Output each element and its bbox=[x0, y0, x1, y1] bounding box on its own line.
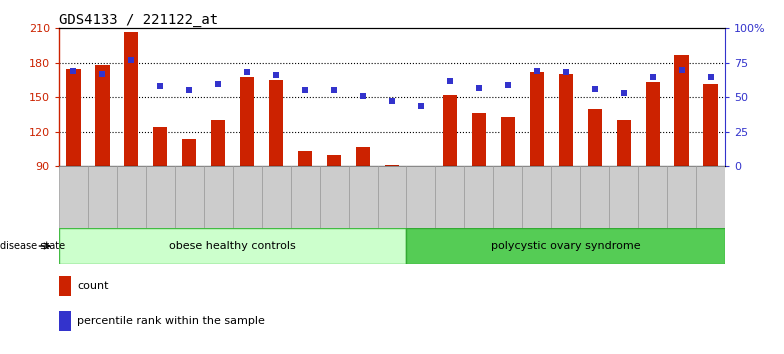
Bar bbox=[406, 228, 725, 264]
Bar bbox=[269, 80, 283, 166]
Point bbox=[299, 88, 311, 93]
Point bbox=[212, 81, 224, 86]
Text: count: count bbox=[78, 281, 109, 291]
Point bbox=[676, 67, 688, 73]
Point bbox=[473, 85, 485, 91]
Bar bbox=[580, 166, 609, 228]
Point bbox=[502, 82, 514, 88]
Point bbox=[154, 84, 166, 89]
Bar bbox=[356, 147, 370, 166]
Bar bbox=[327, 155, 341, 166]
Point bbox=[618, 90, 630, 96]
Bar bbox=[406, 166, 435, 228]
Bar bbox=[551, 166, 580, 228]
Bar bbox=[211, 120, 226, 166]
Bar bbox=[117, 166, 146, 228]
Bar bbox=[493, 166, 522, 228]
Point bbox=[705, 74, 717, 79]
Bar bbox=[667, 166, 696, 228]
Point bbox=[444, 78, 456, 84]
Bar bbox=[522, 166, 551, 228]
Text: disease state: disease state bbox=[0, 241, 65, 251]
Point bbox=[183, 88, 195, 93]
Point bbox=[328, 88, 340, 93]
Bar bbox=[59, 311, 71, 331]
Bar bbox=[696, 166, 725, 228]
Bar bbox=[95, 65, 110, 166]
Text: polycystic ovary syndrome: polycystic ovary syndrome bbox=[491, 241, 641, 251]
Point bbox=[647, 74, 659, 79]
Bar bbox=[66, 69, 81, 166]
Bar bbox=[464, 166, 493, 228]
Bar bbox=[233, 166, 262, 228]
Text: GDS4133 / 221122_at: GDS4133 / 221122_at bbox=[59, 13, 218, 27]
Bar bbox=[378, 166, 406, 228]
Bar bbox=[616, 120, 631, 166]
Point bbox=[125, 57, 137, 63]
Bar bbox=[349, 166, 378, 228]
Text: percentile rank within the sample: percentile rank within the sample bbox=[78, 316, 265, 326]
Bar bbox=[385, 165, 399, 166]
Bar bbox=[703, 84, 718, 166]
Point bbox=[531, 68, 543, 74]
Bar bbox=[88, 166, 117, 228]
Text: obese healthy controls: obese healthy controls bbox=[169, 241, 296, 251]
Bar bbox=[298, 152, 312, 166]
Point bbox=[589, 86, 601, 92]
Bar bbox=[435, 166, 464, 228]
Bar bbox=[530, 72, 544, 166]
Bar bbox=[638, 166, 667, 228]
Point bbox=[67, 68, 79, 74]
Point bbox=[241, 70, 253, 75]
Point bbox=[357, 93, 369, 99]
Bar bbox=[175, 166, 204, 228]
Bar bbox=[674, 55, 689, 166]
Point bbox=[386, 99, 398, 104]
Bar bbox=[59, 276, 71, 296]
Bar bbox=[501, 117, 515, 166]
Bar bbox=[472, 113, 486, 166]
Bar bbox=[443, 95, 457, 166]
Bar bbox=[645, 82, 660, 166]
Bar bbox=[558, 74, 573, 166]
Bar bbox=[124, 32, 139, 166]
Bar bbox=[204, 166, 233, 228]
Bar bbox=[262, 166, 291, 228]
Point bbox=[415, 103, 427, 108]
Point bbox=[560, 70, 572, 75]
Bar bbox=[291, 166, 320, 228]
Bar bbox=[146, 166, 175, 228]
Bar bbox=[153, 127, 168, 166]
Bar bbox=[59, 166, 88, 228]
Point bbox=[270, 73, 282, 78]
Bar bbox=[59, 228, 406, 264]
Bar bbox=[587, 109, 602, 166]
Bar bbox=[182, 139, 197, 166]
Bar bbox=[609, 166, 638, 228]
Bar bbox=[240, 76, 254, 166]
Bar bbox=[320, 166, 349, 228]
Point bbox=[96, 71, 108, 77]
